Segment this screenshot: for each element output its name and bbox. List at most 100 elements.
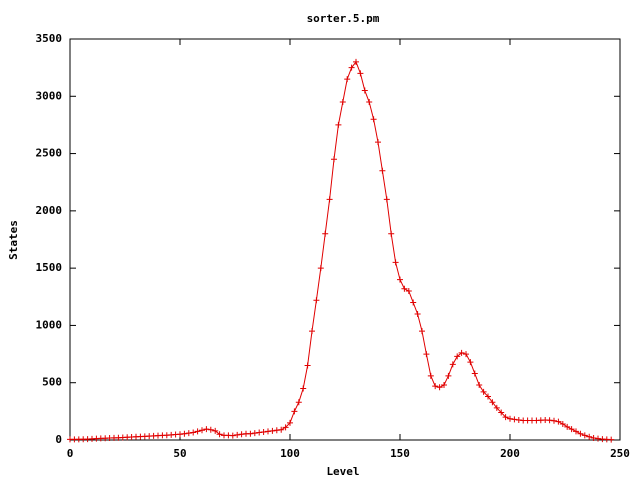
- data-point: [441, 382, 447, 389]
- data-point: [392, 259, 399, 266]
- y-tick-label: 2500: [36, 147, 63, 160]
- data-point: [476, 382, 483, 389]
- data-point: [287, 419, 293, 426]
- data-point: [454, 353, 461, 360]
- y-tick-label: 0: [55, 433, 62, 446]
- data-point: [577, 430, 584, 437]
- data-point: [300, 385, 307, 392]
- data-point: [273, 427, 280, 434]
- data-point: [388, 230, 395, 237]
- data-point: [313, 297, 320, 304]
- data-point: [357, 70, 364, 77]
- data-point: [498, 409, 505, 416]
- data-point: [304, 362, 311, 369]
- data-point: [366, 99, 373, 106]
- x-tick-label: 100: [280, 447, 300, 460]
- data-point: [555, 418, 562, 425]
- data-point: [238, 431, 245, 438]
- data-point: [502, 414, 509, 421]
- data-point: [515, 416, 522, 423]
- data-point: [207, 426, 214, 433]
- data-point: [282, 424, 289, 431]
- data-point: [260, 428, 267, 435]
- data-point: [401, 285, 408, 292]
- data-point: [590, 434, 597, 441]
- data-point: [326, 196, 333, 203]
- data-point: [397, 276, 403, 283]
- data-point: [212, 427, 219, 434]
- data-point: [383, 196, 390, 203]
- data-point: [436, 384, 443, 391]
- data-point: [410, 299, 417, 306]
- data-point: [265, 428, 271, 435]
- plot-frame: [69, 38, 621, 441]
- data-point: [405, 288, 412, 295]
- data-point: [291, 408, 298, 415]
- data-point: [511, 416, 518, 423]
- chart-title: sorter.5.pm: [307, 12, 380, 25]
- x-tick-label: 0: [67, 447, 74, 460]
- data-point: [586, 433, 593, 440]
- data-point: [317, 265, 324, 272]
- y-tick-label: 3000: [36, 89, 63, 102]
- data-point: [194, 428, 201, 435]
- data-point: [181, 430, 188, 437]
- data-point: [177, 431, 183, 438]
- data-point: [278, 426, 285, 433]
- data-point: [581, 432, 588, 439]
- data-point: [507, 415, 513, 422]
- y-tick-label: 2000: [36, 204, 63, 217]
- data-point: [256, 429, 263, 436]
- y-axis-label: States: [7, 220, 20, 260]
- data-point: [234, 431, 241, 438]
- y-tick-label: 1500: [36, 261, 63, 274]
- data-point: [432, 383, 439, 390]
- data-point: [339, 99, 346, 106]
- data-point: [471, 370, 478, 377]
- data-point: [335, 121, 342, 128]
- data-point: [322, 230, 329, 237]
- data-point: [608, 436, 615, 443]
- data-point: [564, 423, 571, 430]
- data-point: [379, 167, 386, 174]
- data-point: [427, 372, 434, 379]
- data-point: [353, 58, 359, 65]
- x-tick-label: 50: [173, 447, 186, 460]
- data-point: [414, 310, 421, 317]
- data-point: [331, 156, 337, 163]
- data-point: [485, 393, 491, 400]
- data-point: [489, 399, 496, 406]
- data-point: [573, 428, 579, 435]
- y-tick-label: 1000: [36, 318, 63, 331]
- data-point: [247, 430, 254, 437]
- x-tick-label: 150: [390, 447, 410, 460]
- data-point: [185, 430, 192, 437]
- data-point: [190, 429, 197, 436]
- x-tick-label: 250: [610, 447, 630, 460]
- data-point: [458, 349, 465, 356]
- data-point: [203, 426, 210, 433]
- data-point: [419, 328, 425, 335]
- data-point: [251, 430, 258, 437]
- x-tick-label: 200: [500, 447, 520, 460]
- data-point: [229, 432, 236, 439]
- data-point: [480, 388, 487, 395]
- data-point: [445, 372, 452, 379]
- data-point: [463, 351, 469, 358]
- data-point: [493, 404, 500, 411]
- data-point: [216, 431, 223, 438]
- data-point: [568, 426, 575, 433]
- data-point: [559, 420, 566, 427]
- data-point: [361, 87, 368, 94]
- data-point: [344, 76, 351, 83]
- data-point: [370, 116, 377, 123]
- data-point: [467, 359, 474, 366]
- data-point: [551, 417, 557, 424]
- data-point: [375, 139, 381, 146]
- data-point: [449, 361, 456, 368]
- y-tick-label: 3500: [36, 32, 63, 45]
- data-point: [199, 427, 205, 434]
- data-point: [295, 399, 302, 406]
- data-point: [269, 427, 276, 434]
- x-axis-label: Level: [326, 465, 359, 478]
